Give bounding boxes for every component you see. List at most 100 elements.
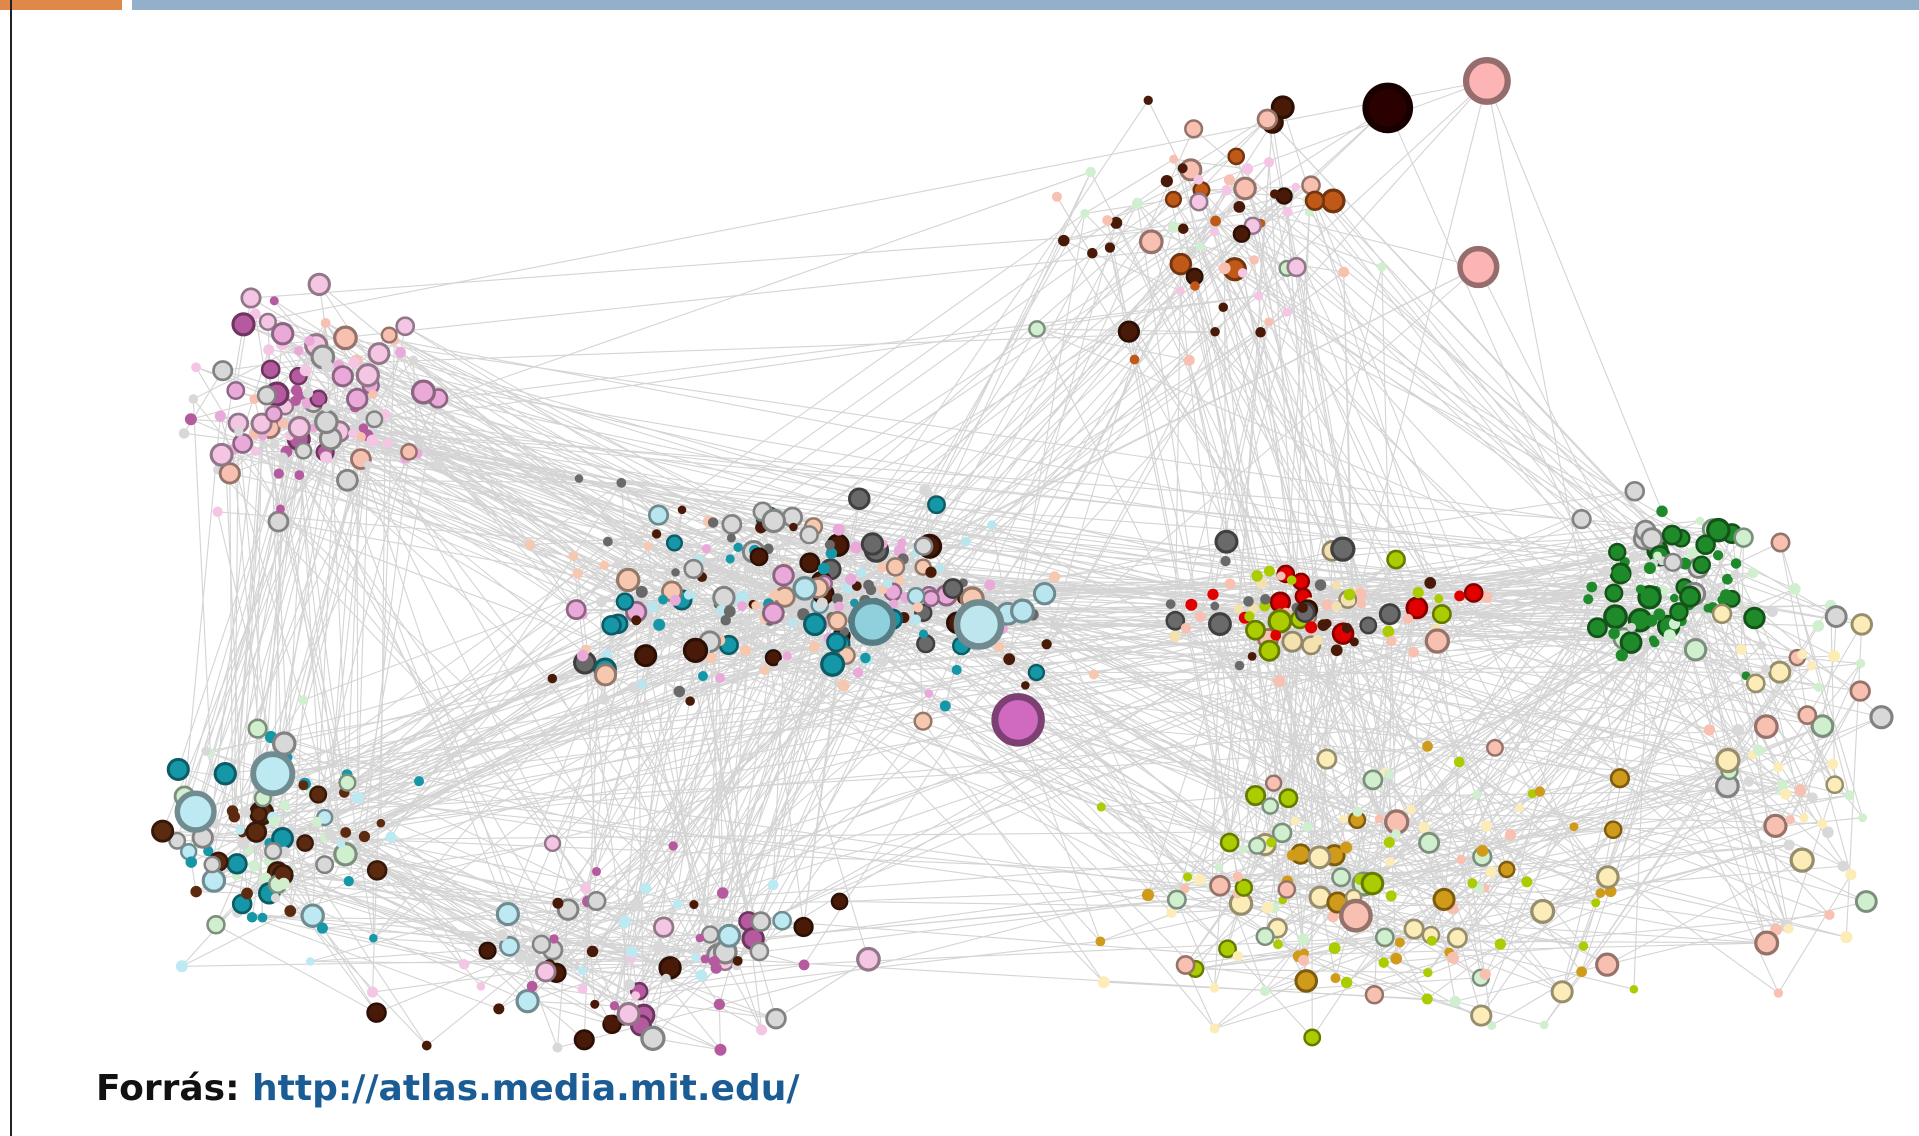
edge xyxy=(1539,777,1621,793)
node xyxy=(594,663,618,687)
node xyxy=(847,487,871,510)
node xyxy=(913,536,934,556)
node xyxy=(1837,860,1849,872)
edge xyxy=(1214,605,1275,784)
edge xyxy=(1845,624,1863,938)
node xyxy=(271,322,295,346)
node xyxy=(201,746,211,756)
edge xyxy=(1234,268,1702,566)
node xyxy=(683,590,694,600)
node xyxy=(1330,536,1356,562)
edge xyxy=(272,619,1641,775)
node xyxy=(1760,664,1771,674)
edge xyxy=(606,609,722,656)
node xyxy=(1386,549,1406,570)
edge xyxy=(693,900,840,906)
node xyxy=(1314,579,1327,591)
edge xyxy=(1128,331,1328,606)
edge xyxy=(1460,551,1618,860)
node xyxy=(844,573,857,586)
node xyxy=(1715,747,1741,774)
edge xyxy=(1472,882,1608,966)
node xyxy=(1214,529,1239,554)
node xyxy=(599,560,610,571)
edge xyxy=(1410,557,1597,810)
node xyxy=(1352,806,1363,817)
node xyxy=(340,827,352,838)
edge xyxy=(183,432,1641,621)
node xyxy=(1504,829,1517,841)
edge xyxy=(1264,941,1401,992)
node xyxy=(1733,527,1754,548)
node xyxy=(151,819,175,843)
edge xyxy=(1241,233,1347,557)
edge xyxy=(354,362,1783,785)
node xyxy=(535,960,557,983)
node xyxy=(577,983,588,995)
node xyxy=(1221,185,1232,196)
node xyxy=(1385,890,1397,902)
node xyxy=(792,576,818,601)
node xyxy=(1858,813,1868,823)
node xyxy=(1711,603,1733,625)
edge xyxy=(322,829,1614,929)
edge xyxy=(265,877,583,972)
edge xyxy=(1383,882,1473,964)
source-link[interactable]: http://atlas.media.mit.edu/ xyxy=(252,1068,800,1109)
node xyxy=(1340,841,1353,854)
node xyxy=(1799,813,1809,823)
node xyxy=(1457,245,1500,289)
node xyxy=(1273,675,1286,687)
node xyxy=(1302,821,1313,832)
node xyxy=(586,891,607,912)
node xyxy=(1214,862,1224,872)
node xyxy=(689,900,699,910)
node xyxy=(1175,955,1196,975)
node xyxy=(1223,174,1235,186)
edge xyxy=(956,80,1488,671)
edge xyxy=(1016,606,1776,827)
node xyxy=(1193,873,1206,886)
node xyxy=(1821,826,1834,839)
node xyxy=(1275,187,1293,205)
node xyxy=(1849,680,1871,702)
node xyxy=(237,837,250,850)
node xyxy=(1595,865,1620,889)
node xyxy=(707,517,719,528)
edge xyxy=(1318,759,1328,858)
node xyxy=(226,805,239,817)
node xyxy=(677,505,687,515)
node xyxy=(368,389,378,399)
edge xyxy=(341,598,838,842)
node xyxy=(304,335,315,346)
node xyxy=(1431,604,1452,625)
node xyxy=(1143,95,1153,105)
node xyxy=(591,866,602,877)
edge xyxy=(1779,542,1803,655)
node xyxy=(1794,784,1807,797)
node xyxy=(1305,621,1318,634)
node xyxy=(294,441,313,460)
node xyxy=(590,999,600,1009)
node xyxy=(1810,714,1835,738)
edge xyxy=(205,646,815,752)
edge xyxy=(1185,907,1268,966)
node xyxy=(1193,174,1204,185)
node xyxy=(213,762,237,786)
node xyxy=(1277,880,1297,899)
node xyxy=(826,632,847,653)
node xyxy=(1807,792,1818,803)
node xyxy=(1515,803,1524,813)
node xyxy=(1608,542,1627,562)
node xyxy=(598,693,610,705)
node xyxy=(749,941,770,962)
node xyxy=(366,860,388,881)
edge xyxy=(1109,201,1200,249)
node xyxy=(1166,889,1187,910)
node xyxy=(572,568,584,579)
node xyxy=(331,365,354,388)
edge xyxy=(708,631,760,952)
edge xyxy=(864,600,1173,914)
node xyxy=(1190,281,1200,291)
node xyxy=(1233,201,1246,213)
